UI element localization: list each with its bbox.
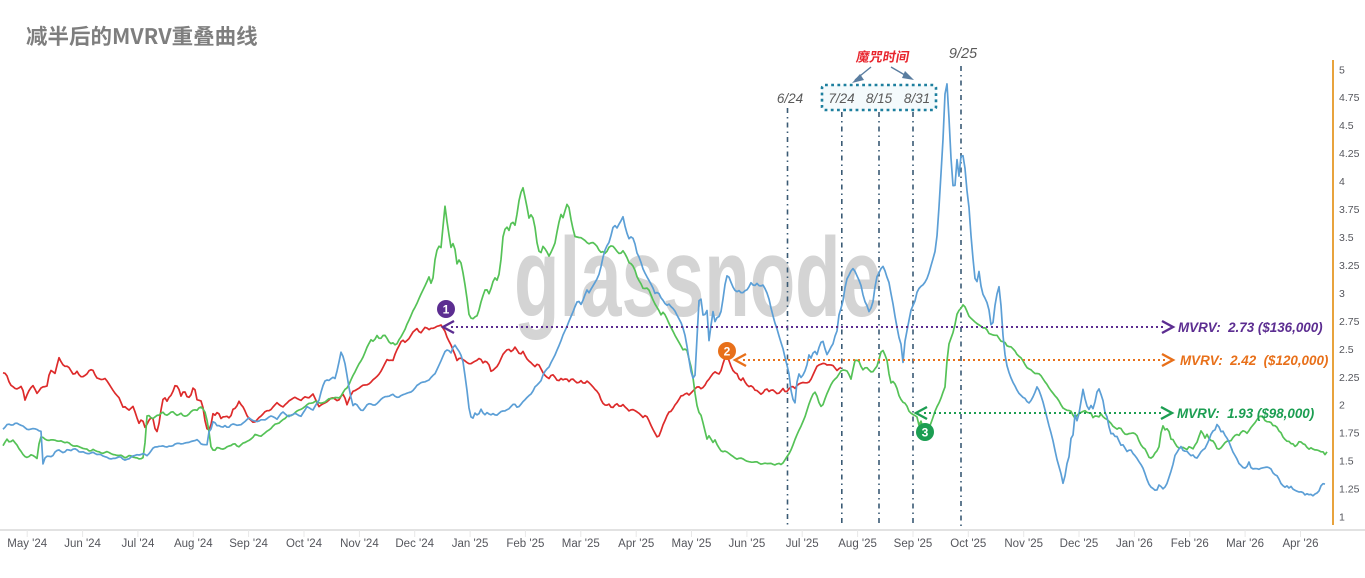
svg-text:Apr '26: Apr '26	[1282, 538, 1318, 550]
svg-text:May '24: May '24	[7, 538, 48, 550]
svg-text:Jan '26: Jan '26	[1116, 538, 1153, 550]
svg-text:2.75: 2.75	[1339, 316, 1360, 328]
svg-text:3.75: 3.75	[1339, 204, 1360, 216]
svg-text:MVRV: 2.73 ($136,000): MVRV: 2.73 ($136,000)	[1178, 320, 1323, 335]
svg-text:2.5: 2.5	[1339, 344, 1354, 356]
svg-text:1.25: 1.25	[1339, 484, 1360, 496]
svg-text:Dec '24: Dec '24	[395, 538, 434, 550]
svg-text:1: 1	[443, 303, 450, 317]
svg-text:3.25: 3.25	[1339, 260, 1360, 272]
svg-text:Mar '26: Mar '26	[1226, 538, 1264, 550]
svg-text:May '25: May '25	[672, 538, 712, 550]
svg-text:MVRV: 1.93 ($98,000): MVRV: 1.93 ($98,000)	[1177, 406, 1315, 421]
svg-text:Nov '24: Nov '24	[340, 538, 379, 550]
svg-text:2: 2	[1339, 400, 1345, 412]
svg-text:Sep '25: Sep '25	[894, 538, 933, 550]
svg-text:1: 1	[1339, 512, 1345, 524]
svg-text:4.75: 4.75	[1339, 92, 1360, 104]
svg-text:6/24: 6/24	[777, 91, 803, 106]
svg-text:Sep '24: Sep '24	[229, 538, 268, 550]
svg-text:9/25: 9/25	[949, 46, 978, 62]
svg-text:Apr '25: Apr '25	[618, 538, 654, 550]
svg-text:4: 4	[1339, 176, 1345, 188]
svg-text:Nov '25: Nov '25	[1004, 538, 1043, 550]
svg-text:4.5: 4.5	[1339, 120, 1354, 132]
svg-text:Mar '25: Mar '25	[562, 538, 600, 550]
svg-text:Jun '24: Jun '24	[64, 538, 101, 550]
svg-text:2.25: 2.25	[1339, 372, 1360, 384]
svg-text:3: 3	[922, 426, 929, 440]
svg-text:8/31: 8/31	[904, 91, 930, 106]
svg-text:Feb '25: Feb '25	[506, 538, 544, 550]
svg-text:Aug '25: Aug '25	[838, 538, 877, 550]
svg-text:3: 3	[1339, 288, 1345, 300]
svg-text:Oct '25: Oct '25	[950, 538, 986, 550]
svg-text:Oct '24: Oct '24	[286, 538, 323, 550]
svg-text:Jul '25: Jul '25	[786, 538, 819, 550]
svg-text:2: 2	[724, 345, 731, 359]
svg-text:8/15: 8/15	[866, 91, 893, 106]
svg-text:4.25: 4.25	[1339, 148, 1360, 160]
svg-text:MVRV: 2.42 ($120,000): MVRV: 2.42 ($120,000)	[1180, 353, 1329, 368]
svg-text:Jan '25: Jan '25	[452, 538, 489, 550]
svg-text:3.5: 3.5	[1339, 232, 1354, 244]
svg-text:1.5: 1.5	[1339, 456, 1354, 468]
svg-text:5: 5	[1339, 64, 1345, 76]
svg-text:Dec '25: Dec '25	[1060, 538, 1099, 550]
svg-text:Jun '25: Jun '25	[729, 538, 766, 550]
svg-text:1.75: 1.75	[1339, 428, 1360, 440]
svg-text:Jul '24: Jul '24	[121, 538, 154, 550]
svg-text:7/24: 7/24	[828, 91, 854, 106]
svg-text:Aug '24: Aug '24	[174, 538, 213, 550]
svg-text:Feb '26: Feb '26	[1171, 538, 1209, 550]
